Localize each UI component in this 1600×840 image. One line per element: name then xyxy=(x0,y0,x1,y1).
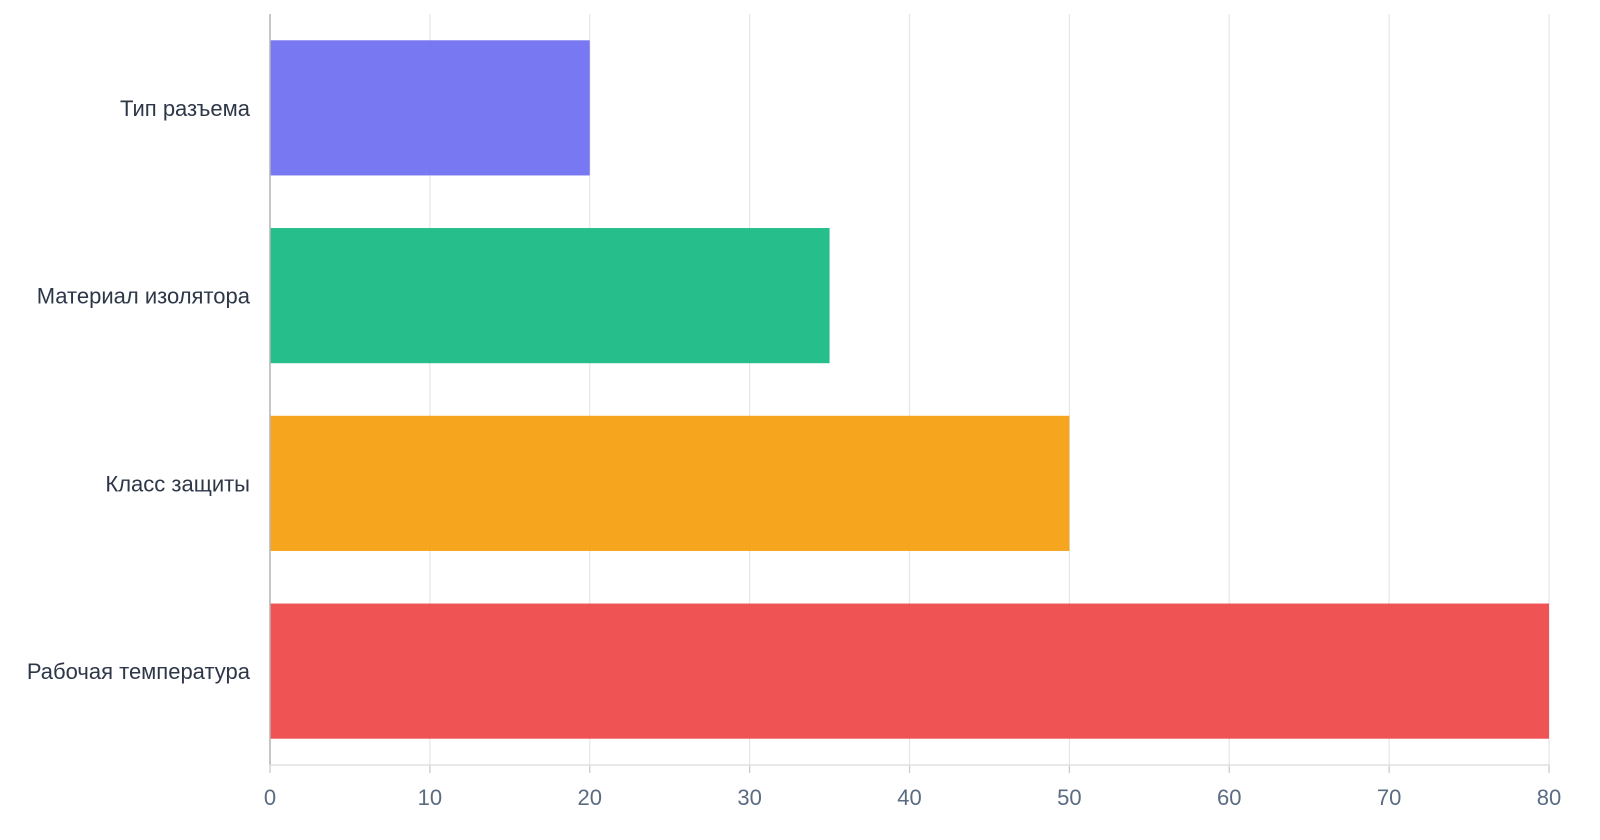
x-tick-labels: 0 10 20 30 40 50 60 70 80 xyxy=(264,785,1561,810)
x-tick-label: 10 xyxy=(418,785,442,810)
category-label: Класс защиты xyxy=(105,471,250,496)
x-tick-label: 50 xyxy=(1057,785,1081,810)
bars xyxy=(270,40,1549,739)
bar xyxy=(270,228,830,364)
x-tick-label: 30 xyxy=(737,785,761,810)
x-tick-label: 70 xyxy=(1377,785,1401,810)
category-label: Материал изолятора xyxy=(37,284,251,309)
x-tick-label: 60 xyxy=(1217,785,1241,810)
x-tick-label: 20 xyxy=(578,785,602,810)
category-label: Рабочая температура xyxy=(27,659,251,684)
x-tick-label: 0 xyxy=(264,785,276,810)
bar xyxy=(270,603,1549,739)
x-tick-label: 40 xyxy=(897,785,921,810)
category-labels: Тип разъема Материал изолятора Класс защит… xyxy=(27,96,251,684)
x-tick-label: 80 xyxy=(1537,785,1561,810)
axes xyxy=(269,14,1550,773)
category-label: Тип разъема xyxy=(120,96,251,121)
bar xyxy=(270,415,1070,551)
bar xyxy=(270,40,590,176)
